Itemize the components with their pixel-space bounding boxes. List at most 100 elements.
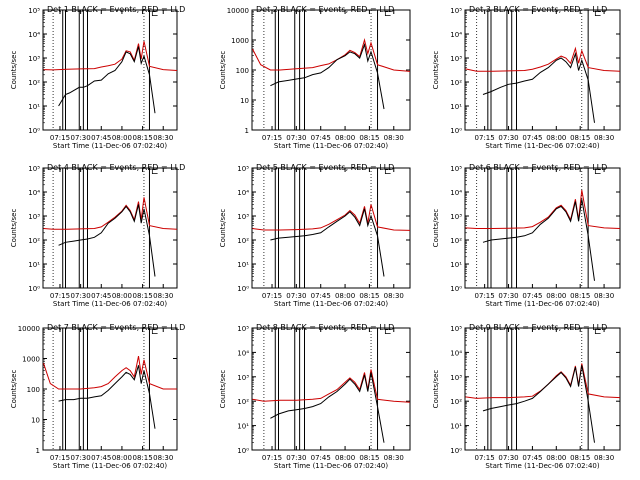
x-axis-label: Start Time (11-Dec-06 07:02:40) [485, 142, 599, 150]
x-tick-label: 07:45 [91, 454, 111, 462]
x-axis-label: Start Time (11-Dec-06 07:02:40) [274, 462, 388, 470]
x-tick-label: 07:30 [286, 454, 306, 462]
x-tick-label: 08:15 [132, 454, 152, 462]
panel-title: Det 7 BLACK = Events, RED = LLD [47, 323, 185, 332]
panel-title: Det 4 BLACK = Events, RED = LLD [47, 163, 185, 172]
y-tick-label: 10000 [18, 325, 40, 333]
marker-glyph: ⊏ [594, 9, 602, 19]
x-tick-label: 07:30 [498, 454, 518, 462]
series-line-lld [43, 41, 178, 71]
y-tick-label: 10⁴ [28, 189, 40, 197]
series-line-events [482, 199, 595, 281]
x-tick-label: 08:00 [112, 292, 132, 300]
plot-frame [251, 167, 411, 289]
x-tick-label: 08:00 [546, 292, 566, 300]
y-tick-label: 10⁴ [237, 189, 249, 197]
plot-frame [251, 327, 411, 451]
x-tick-label: 08:15 [359, 454, 379, 462]
x-tick-label: 07:15 [475, 292, 495, 300]
marker-glyph: ⊏ [151, 9, 159, 19]
y-tick-label: 10⁵ [237, 325, 249, 333]
y-tick-label: 10³ [28, 55, 40, 63]
marker-glyph: ⊏ [594, 327, 602, 337]
y-tick-label: 10¹ [237, 261, 249, 269]
y-tick-label: 10¹ [28, 261, 40, 269]
series-line-lld [252, 204, 411, 231]
y-axis-label: Counts/sec [219, 51, 227, 90]
x-tick-label: 07:45 [522, 292, 542, 300]
y-tick-label: 10² [237, 237, 249, 245]
y-tick-label: 10³ [237, 213, 249, 221]
x-tick-label: 07:45 [522, 454, 542, 462]
panel-det-2: Det 2 BLACK = Events, RED = LLD⊏ 1 10 100 10… [219, 5, 411, 150]
y-tick-label: 10¹ [450, 423, 462, 431]
panel-title: Det 5 BLACK = Events, RED = LLD [256, 163, 394, 172]
y-axis-label: Counts/sec [10, 51, 18, 90]
series-line-lld [43, 197, 178, 230]
y-tick-label: 10² [450, 237, 462, 245]
y-tick-label: 10 [240, 97, 249, 105]
y-tick-label: 10⁰ [450, 447, 462, 455]
series-line-events [270, 372, 385, 443]
y-tick-label: 10⁰ [237, 285, 249, 293]
x-tick-label: 07:15 [50, 454, 70, 462]
y-tick-label: 10⁰ [28, 285, 40, 293]
x-tick-label: 07:15 [262, 454, 282, 462]
panel-det-6: Det 6 BLACK = Events, RED = LLD⊏ 10⁰ 10¹ 10… [432, 163, 621, 308]
x-tick-label: 08:15 [570, 134, 590, 142]
x-axis-label: Start Time (11-Dec-06 07:02:40) [274, 300, 388, 308]
x-tick-label: 07:45 [311, 454, 331, 462]
y-tick-label: 1 [36, 447, 40, 455]
y-tick-label: 1000 [22, 356, 40, 364]
x-tick-label: 08:30 [594, 134, 614, 142]
y-tick-label: 10⁴ [28, 31, 40, 39]
y-tick-label: 10¹ [237, 423, 249, 431]
marker-glyph: ⊏ [384, 327, 392, 337]
x-tick-label: 07:15 [475, 134, 495, 142]
x-tick-label: 08:00 [112, 454, 132, 462]
y-tick-label: 10³ [28, 213, 40, 221]
y-tick-label: 10³ [237, 374, 249, 382]
y-tick-label: 10⁵ [237, 165, 249, 173]
x-tick-label: 07:45 [522, 134, 542, 142]
y-tick-label: 10⁰ [450, 127, 462, 135]
y-tick-label: 10 [31, 417, 40, 425]
y-tick-label: 10⁵ [450, 7, 462, 15]
y-axis-label: Counts/sec [432, 209, 440, 248]
x-tick-label: 08:30 [153, 454, 173, 462]
panel-det-8: Det 8 BLACK = Events, RED = LLD⊏ 10⁰ 10¹ 10… [219, 323, 411, 470]
panel-det-4: Det 4 BLACK = Events, RED = LLD⊏ 10⁰ 10¹ 10… [10, 163, 185, 308]
x-axis-label: Start Time (11-Dec-06 07:02:40) [53, 142, 167, 150]
x-tick-label: 07:15 [475, 454, 495, 462]
x-tick-label: 07:30 [71, 454, 91, 462]
panel-title: Det 1 BLACK = Events, RED = LLD [47, 5, 185, 14]
series-line-lld [252, 38, 411, 72]
x-tick-label: 07:30 [71, 134, 91, 142]
panel-det-3: Det 3 BLACK = Events, RED = LLD⊏ 10⁰ 10¹ 10… [432, 5, 621, 150]
x-tick-label: 08:00 [546, 134, 566, 142]
y-tick-label: 10⁵ [450, 325, 462, 333]
marker-glyph: ⊏ [384, 167, 392, 177]
panel-det-1: Det 1 BLACK = Events, RED = LLD⊏ 10⁰ 10¹ 10… [10, 5, 185, 150]
y-tick-label: 10¹ [450, 103, 462, 111]
series-line-lld [252, 369, 411, 403]
y-axis-label: Counts/sec [10, 209, 18, 248]
x-tick-label: 08:15 [570, 454, 590, 462]
x-tick-label: 07:30 [498, 134, 518, 142]
y-tick-label: 10⁰ [237, 447, 249, 455]
x-axis-label: Start Time (11-Dec-06 07:02:40) [53, 462, 167, 470]
x-tick-label: 08:30 [384, 134, 404, 142]
series-line-events [270, 42, 385, 110]
plot-frame [464, 327, 621, 451]
y-tick-label: 10² [28, 237, 40, 245]
y-tick-label: 100 [236, 67, 249, 75]
y-tick-label: 10² [28, 79, 40, 87]
y-tick-label: 10¹ [450, 261, 462, 269]
x-tick-label: 07:45 [91, 292, 111, 300]
x-tick-label: 07:30 [286, 134, 306, 142]
y-tick-label: 10² [450, 398, 462, 406]
panel-title: Det 9 BLACK = Events, RED = LLD [469, 323, 607, 332]
x-tick-label: 07:45 [311, 134, 331, 142]
x-tick-label: 08:30 [594, 454, 614, 462]
